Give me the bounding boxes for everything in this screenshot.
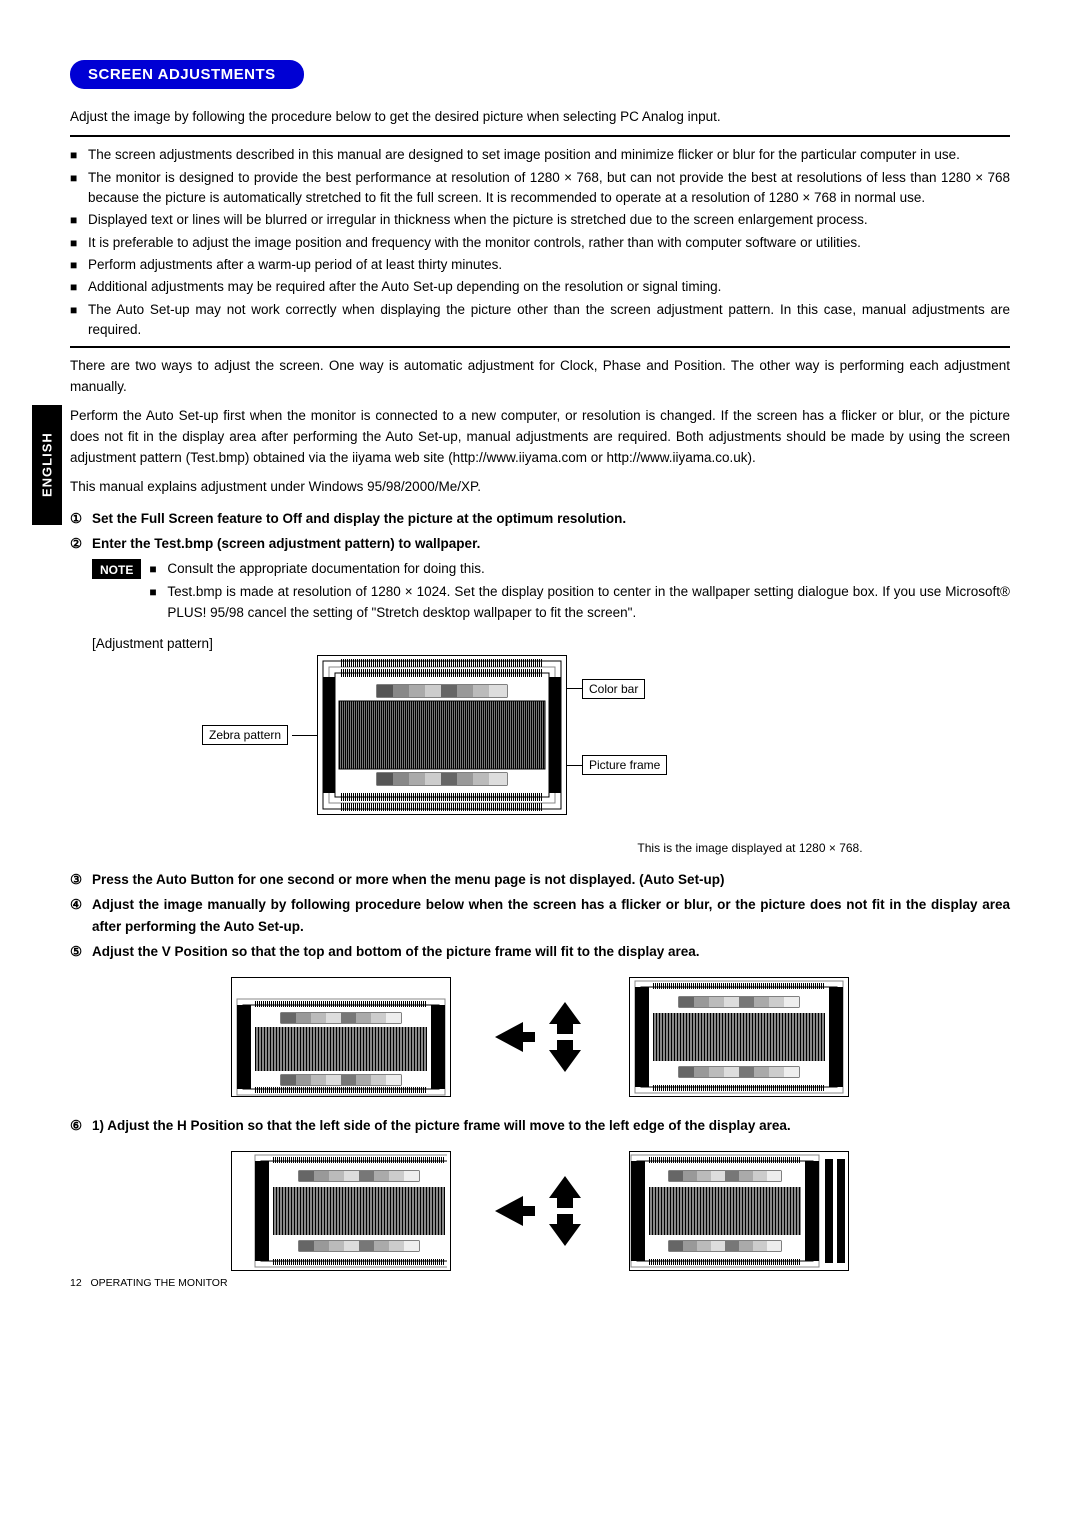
adjustment-pattern-figure: Zebra pattern Color bar Picture frame bbox=[92, 655, 1010, 835]
v-position-figure bbox=[70, 977, 1010, 1097]
bullet-item: ■Displayed text or lines will be blurred… bbox=[70, 210, 1010, 230]
adjust-arrows-icon bbox=[495, 1002, 585, 1072]
callout-frame: Picture frame bbox=[582, 755, 667, 775]
step-6: ⑥ 1) Adjust the H Position so that the l… bbox=[70, 1115, 1010, 1137]
footer-page-number: 12 bbox=[70, 1277, 82, 1289]
step-2: ② Enter the Test.bmp (screen adjustment … bbox=[70, 533, 1010, 555]
divider-top bbox=[70, 135, 1010, 137]
bullet-item: ■The screen adjustments described in thi… bbox=[70, 145, 1010, 165]
paragraph-2: Perform the Auto Set-up first when the m… bbox=[70, 406, 1010, 469]
step-3: ③ Press the Auto Button for one second o… bbox=[70, 869, 1010, 891]
note-block: NOTE ■Consult the appropriate documentat… bbox=[70, 559, 1010, 626]
footer-section-name: OPERATING THE MONITOR bbox=[90, 1277, 227, 1289]
screen-after-h bbox=[629, 1151, 849, 1271]
step-4: ④ Adjust the image manually by following… bbox=[70, 894, 1010, 937]
screen-before-h bbox=[231, 1151, 451, 1271]
section-title-badge: SCREEN ADJUSTMENTS bbox=[70, 60, 304, 89]
test-pattern-diagram bbox=[317, 655, 567, 815]
step-5: ⑤ Adjust the V Position so that the top … bbox=[70, 941, 1010, 963]
bullet-item: ■The monitor is designed to provide the … bbox=[70, 168, 1010, 209]
bullet-item: ■Additional adjustments may be required … bbox=[70, 277, 1010, 297]
bullet-list: ■The screen adjustments described in thi… bbox=[70, 145, 1010, 340]
page-footer: 12 OPERATING THE MONITOR bbox=[70, 1277, 228, 1289]
bullet-item: ■Perform adjustments after a warm-up per… bbox=[70, 255, 1010, 275]
screen-after-v bbox=[629, 977, 849, 1097]
intro-text: Adjust the image by following the proced… bbox=[70, 107, 1010, 127]
paragraph-3: This manual explains adjustment under Wi… bbox=[70, 477, 1010, 498]
bullet-item: ■It is preferable to adjust the image po… bbox=[70, 233, 1010, 253]
callout-colorbar: Color bar bbox=[582, 679, 645, 699]
callout-zebra: Zebra pattern bbox=[202, 725, 288, 745]
step-1: ① Set the Full Screen feature to Off and… bbox=[70, 508, 1010, 530]
note-badge: NOTE bbox=[92, 559, 141, 579]
adjust-arrows-icon bbox=[495, 1176, 585, 1246]
bullet-item: ■The Auto Set-up may not work correctly … bbox=[70, 300, 1010, 341]
h-position-figure bbox=[70, 1151, 1010, 1271]
paragraph-1: There are two ways to adjust the screen.… bbox=[70, 356, 1010, 398]
divider-bottom bbox=[70, 346, 1010, 348]
page-content: SCREEN ADJUSTMENTS Adjust the image by f… bbox=[0, 0, 1080, 1329]
adjustment-pattern-label: [Adjustment pattern] bbox=[92, 636, 1010, 651]
pattern-caption: This is the image displayed at 1280 × 76… bbox=[490, 841, 1010, 855]
screen-before-v bbox=[231, 977, 451, 1097]
